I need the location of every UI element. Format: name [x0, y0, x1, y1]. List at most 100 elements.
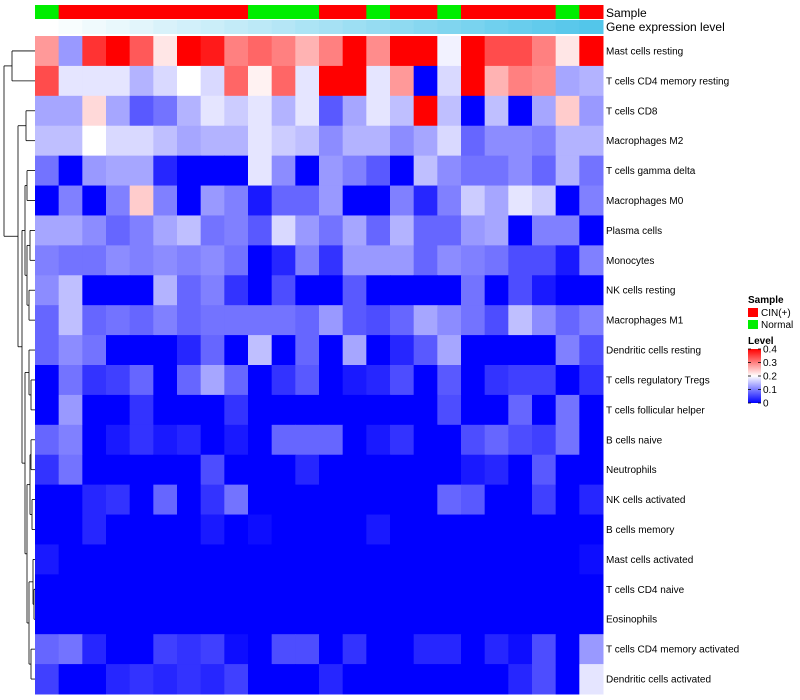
heatmap-cell: [555, 185, 580, 216]
heatmap-cell: [390, 574, 415, 605]
heatmap-cell: [271, 514, 296, 545]
heatmap-cell: [106, 365, 131, 396]
heatmap-cell: [508, 544, 533, 575]
heatmap-cell: [200, 185, 225, 216]
heatmap-cell: [342, 215, 367, 246]
heatmap-cell: [248, 155, 273, 187]
heatmap-cell: [35, 95, 60, 127]
heatmap-cell: [484, 275, 509, 306]
heatmap-cell: [390, 155, 415, 187]
heatmap-cell: [508, 484, 533, 516]
heatmap-cell: [319, 514, 344, 545]
legend-level-gradient: [748, 349, 761, 403]
legend-label-cin: CIN(+): [761, 308, 791, 319]
heatmap-cell: [508, 394, 533, 426]
heatmap-cell: [82, 125, 107, 157]
heatmap-cell: [153, 574, 178, 605]
heatmap-cell: [35, 36, 60, 67]
heatmap-cell: [177, 574, 202, 605]
heatmap-cell: [129, 514, 154, 545]
heatmap-cell: [153, 365, 178, 396]
heatmap-cell: [177, 275, 202, 306]
heatmap-cell: [271, 215, 296, 246]
heatmap-cell: [579, 155, 604, 187]
heatmap-cell: [177, 245, 202, 276]
heatmap-cell: [35, 245, 60, 276]
heatmap-cell: [58, 65, 83, 97]
heatmap-cell: [555, 544, 580, 575]
heatmap-cell: [555, 36, 580, 67]
heatmap-cell: [413, 275, 438, 306]
expression-cell: [248, 20, 273, 34]
heatmap-cell: [579, 185, 604, 216]
heatmap-cell: [437, 185, 462, 216]
heatmap-cell: [224, 65, 249, 97]
heatmap-cell: [413, 424, 438, 456]
sample-cell: [82, 5, 107, 19]
heatmap-cell: [484, 155, 509, 187]
heatmap-cell: [555, 65, 580, 97]
heatmap-cell: [200, 394, 225, 426]
heatmap-cell: [437, 36, 462, 67]
heatmap-cell: [153, 185, 178, 216]
heatmap-cell: [413, 155, 438, 187]
heatmap-cell: [508, 305, 533, 336]
heatmap-cell: [366, 335, 391, 366]
heatmap-cell: [342, 65, 367, 97]
heatmap-cell: [319, 604, 344, 635]
heatmap-cell: [271, 185, 296, 216]
heatmap-cell: [437, 335, 462, 366]
heatmap-cell: [555, 664, 580, 695]
row-label: NK cells resting: [606, 286, 675, 297]
heatmap-cell: [224, 275, 249, 306]
heatmap-cell: [35, 65, 60, 97]
heatmap-cell: [555, 215, 580, 246]
sample-cell: [579, 5, 604, 19]
heatmap-cell: [58, 394, 83, 426]
heatmap-cell: [532, 36, 557, 67]
expression-cell: [390, 20, 415, 34]
heatmap-cell: [248, 604, 273, 635]
expression-cell: [295, 20, 320, 34]
heatmap-cell: [555, 424, 580, 456]
heatmap-cell: [366, 634, 391, 665]
heatmap-cell: [461, 155, 486, 187]
heatmap-cell: [532, 574, 557, 605]
heatmap-cell: [484, 454, 509, 486]
heatmap-cell: [555, 125, 580, 157]
heatmap-cell: [579, 335, 604, 366]
heatmap-cell: [271, 95, 296, 127]
heatmap-cell: [248, 424, 273, 456]
heatmap-cell: [437, 514, 462, 545]
heatmap-cell: [319, 125, 344, 157]
heatmap-cell: [366, 125, 391, 157]
heatmap-cell: [413, 65, 438, 97]
heatmap-cell: [129, 95, 154, 127]
heatmap-cell: [532, 185, 557, 216]
heatmap-cell: [106, 454, 131, 486]
sample-cell: [177, 5, 202, 19]
heatmap-cell: [342, 484, 367, 516]
heatmap-cell: [58, 574, 83, 605]
heatmap-cell: [342, 245, 367, 276]
heatmap-cell: [224, 484, 249, 516]
heatmap-cell: [555, 604, 580, 635]
heatmap-cells: [35, 36, 604, 695]
heatmap-cell: [106, 514, 131, 545]
heatmap-cell: [532, 305, 557, 336]
heatmap-cell: [82, 634, 107, 665]
heatmap-cell: [129, 634, 154, 665]
heatmap-cell: [129, 544, 154, 575]
heatmap-cell: [532, 275, 557, 306]
heatmap-cell: [413, 36, 438, 67]
expression-cell: [177, 20, 202, 34]
heatmap-cell: [366, 185, 391, 216]
heatmap-cell: [508, 36, 533, 67]
row-label: Eosinophils: [606, 615, 657, 626]
heatmap-cell: [342, 574, 367, 605]
heatmap-cell: [58, 365, 83, 396]
heatmap-cell: [366, 275, 391, 306]
sample-cell: [461, 5, 486, 19]
heatmap-cell: [153, 215, 178, 246]
heatmap-cell: [508, 275, 533, 306]
